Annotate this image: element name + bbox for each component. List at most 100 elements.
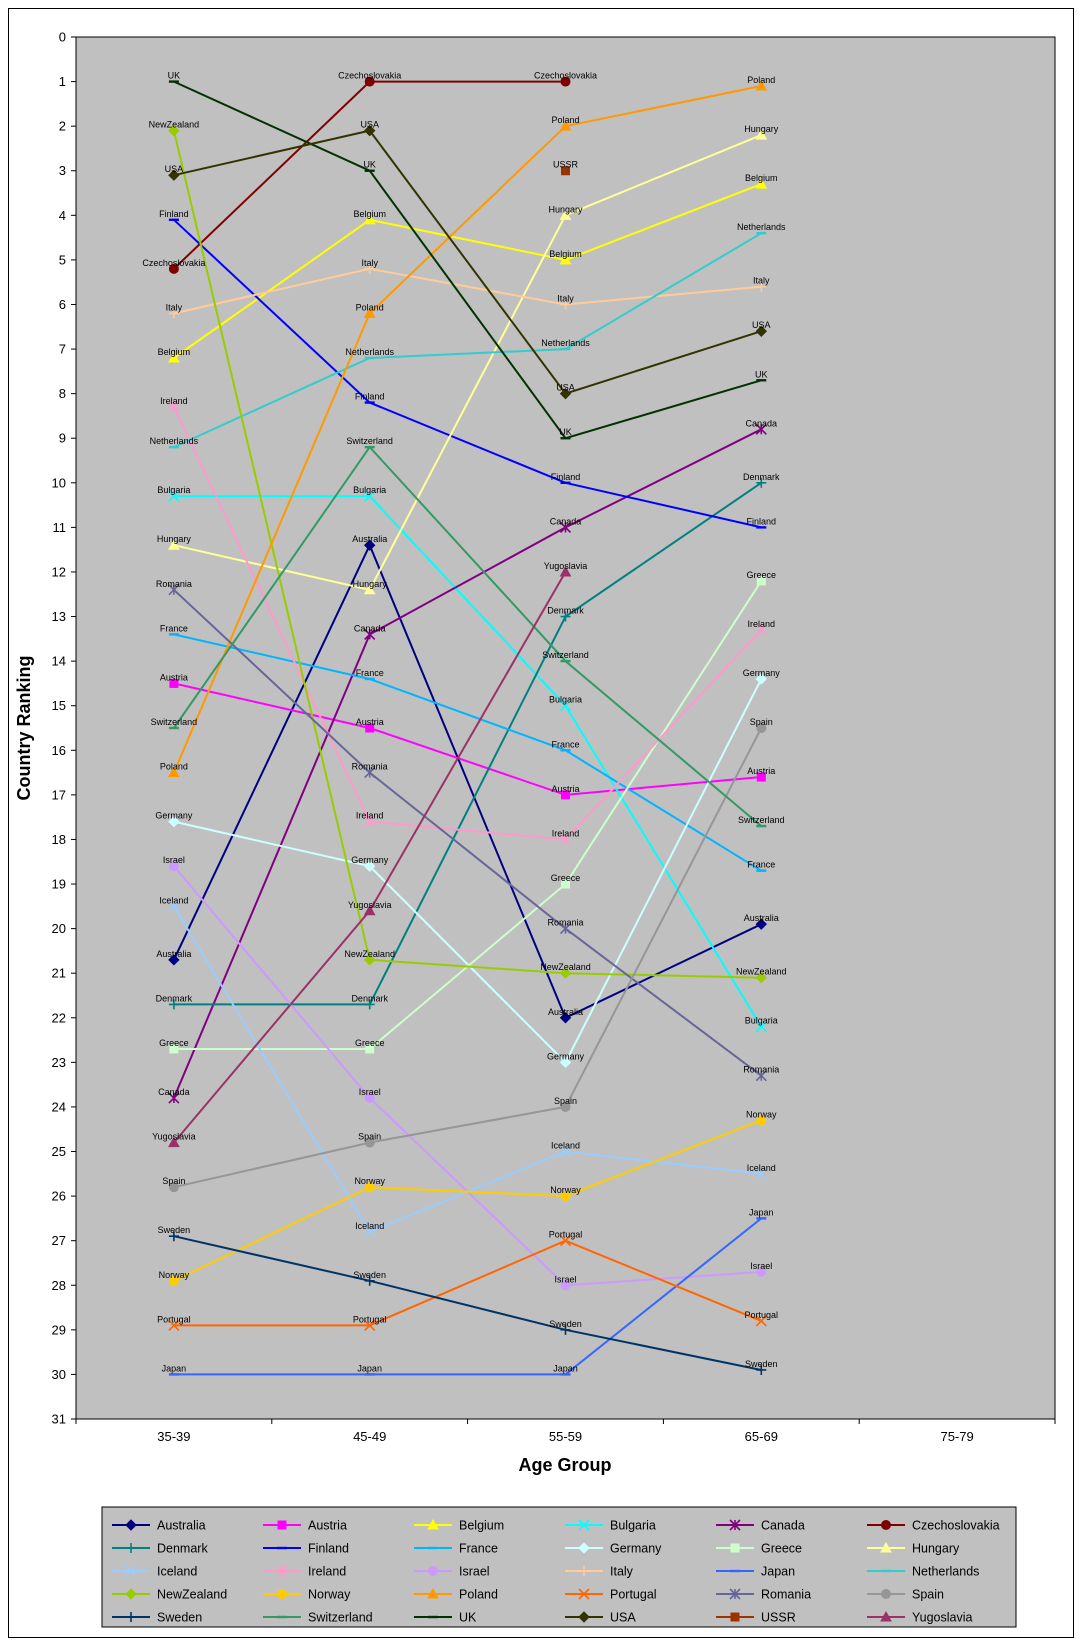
- data-label-norway: Norway: [159, 1270, 190, 1280]
- data-label-belgium: Belgium: [549, 249, 582, 259]
- data-label-australia: Australia: [352, 534, 387, 544]
- data-label-japan: Japan: [749, 1207, 774, 1217]
- data-label-sweden: Sweden: [353, 1270, 386, 1280]
- marker-bulgaria: [755, 1021, 767, 1033]
- marker-denmark: [168, 999, 179, 1010]
- y-tick-label: 31: [52, 1412, 66, 1427]
- data-label-japan: Japan: [553, 1363, 578, 1373]
- data-label-norway: Norway: [354, 1176, 385, 1186]
- legend-item-yugoslavia: Yugoslavia: [867, 1611, 973, 1625]
- data-label-newzealand: NewZealand: [736, 967, 787, 977]
- marker-belgium: [755, 178, 768, 189]
- legend-box: [101, 1506, 1017, 1628]
- data-label-spain: Spain: [358, 1132, 381, 1142]
- y-tick-label: 11: [53, 520, 67, 535]
- data-label-spain: Spain: [162, 1176, 185, 1186]
- data-label-spain: Spain: [750, 717, 773, 727]
- data-label-japan: Japan: [357, 1363, 382, 1373]
- data-label-austria: Austria: [551, 784, 579, 794]
- marker-greece: [365, 1044, 375, 1054]
- line-italy: [173, 267, 762, 315]
- marker-yugoslavia: [168, 1136, 180, 1148]
- legend-item-israel: Israel: [414, 1565, 490, 1579]
- data-label-switzerland: Switzerland: [346, 436, 393, 446]
- y-tick-label: 26: [52, 1189, 66, 1204]
- data-label-iceland: Iceland: [159, 895, 188, 905]
- x-tick-label: 35-39: [157, 1429, 190, 1444]
- line-norway: [173, 1119, 762, 1282]
- marker-iceland: [168, 900, 180, 912]
- marker-legend-romania: [729, 1588, 741, 1600]
- marker-usa: [755, 325, 768, 337]
- legend-item-belgium: Belgium: [414, 1519, 504, 1533]
- legend-item-switzerland: Switzerland: [263, 1611, 373, 1625]
- marker-romania: [559, 923, 572, 935]
- marker-spain: [756, 723, 767, 733]
- marker-norway: [756, 1115, 767, 1126]
- legend-label-iceland: Iceland: [157, 1565, 197, 1579]
- legend-item-ussr: USSR: [716, 1611, 796, 1625]
- marker-germany: [559, 1056, 572, 1069]
- marker-belgium: [168, 351, 180, 363]
- marker-legend-bulgaria: [578, 1519, 590, 1531]
- line-portugal: [173, 1239, 762, 1327]
- legend-label-bulgaria: Bulgaria: [610, 1519, 656, 1533]
- data-label-iceland: Iceland: [551, 1141, 580, 1151]
- legend-item-netherlands: Netherlands: [867, 1565, 979, 1579]
- data-label-greece: Greece: [159, 1038, 189, 1048]
- marker-hungary: [755, 129, 768, 140]
- marker-australia: [559, 1012, 572, 1024]
- y-tick-label: 21: [52, 966, 66, 981]
- marker-iceland: [559, 1145, 572, 1158]
- data-label-ireland: Ireland: [160, 396, 188, 406]
- marker-germany: [168, 815, 180, 828]
- marker-canada: [755, 423, 767, 435]
- data-label-ireland: Ireland: [552, 828, 580, 838]
- line-ireland: [172, 406, 763, 841]
- y-tick-label: 3: [59, 163, 66, 178]
- data-label-ireland: Ireland: [748, 619, 776, 629]
- line-uk: [173, 80, 762, 440]
- marker-poland: [363, 307, 376, 318]
- marker-iceland: [755, 1168, 767, 1180]
- legend-label-portugal: Portugal: [610, 1588, 657, 1602]
- data-label-poland: Poland: [356, 302, 384, 312]
- legend-label-switzerland: Switzerland: [308, 1611, 373, 1625]
- marker-poland: [559, 120, 572, 131]
- legend-label-uk: UK: [459, 1611, 477, 1625]
- marker-legend-canada: [729, 1519, 741, 1531]
- y-tick-label: 22: [52, 1010, 66, 1025]
- data-label-netherlands: Netherlands: [150, 436, 199, 446]
- marker-poland: [755, 80, 768, 91]
- line-switzerland: [173, 445, 762, 827]
- marker-iceland: [364, 1226, 376, 1238]
- data-label-yugoslavia: Yugoslavia: [544, 561, 588, 571]
- y-tick-label: 0: [59, 30, 66, 45]
- marker-romania: [755, 1070, 767, 1082]
- legend-item-greece: Greece: [716, 1542, 802, 1556]
- data-label-france: France: [160, 623, 188, 633]
- data-label-australia: Australia: [548, 1007, 583, 1017]
- legend-label-spain: Spain: [912, 1588, 944, 1602]
- marker-sweden: [756, 1364, 767, 1375]
- y-tick-label: 12: [52, 564, 66, 579]
- marker-portugal: [168, 1319, 180, 1331]
- data-label-belgium: Belgium: [353, 209, 386, 219]
- y-axis-title: Country Ranking: [14, 655, 34, 800]
- data-label-portugal: Portugal: [353, 1314, 387, 1324]
- y-tick-label: 14: [52, 654, 66, 669]
- marker-italy: [168, 308, 179, 319]
- data-label-sweden: Sweden: [549, 1319, 582, 1329]
- data-label-netherlands: Netherlands: [737, 222, 786, 232]
- legend-label-norway: Norway: [308, 1588, 351, 1602]
- data-label-romania: Romania: [156, 579, 192, 589]
- marker-hungary: [559, 209, 572, 220]
- marker-legend-norway: [277, 1589, 287, 1599]
- point-labels: Australia Australia Australia Australia Aust…: [142, 71, 786, 1374]
- data-label-norway: Norway: [550, 1185, 581, 1195]
- data-label-bulgaria: Bulgaria: [549, 695, 582, 705]
- data-label-france: France: [356, 668, 384, 678]
- data-label-italy: Italy: [166, 302, 183, 312]
- legend: Australia Austria Belgium Bulgaria Canada Cze…: [101, 1506, 1017, 1628]
- marker-norway: [364, 1182, 375, 1193]
